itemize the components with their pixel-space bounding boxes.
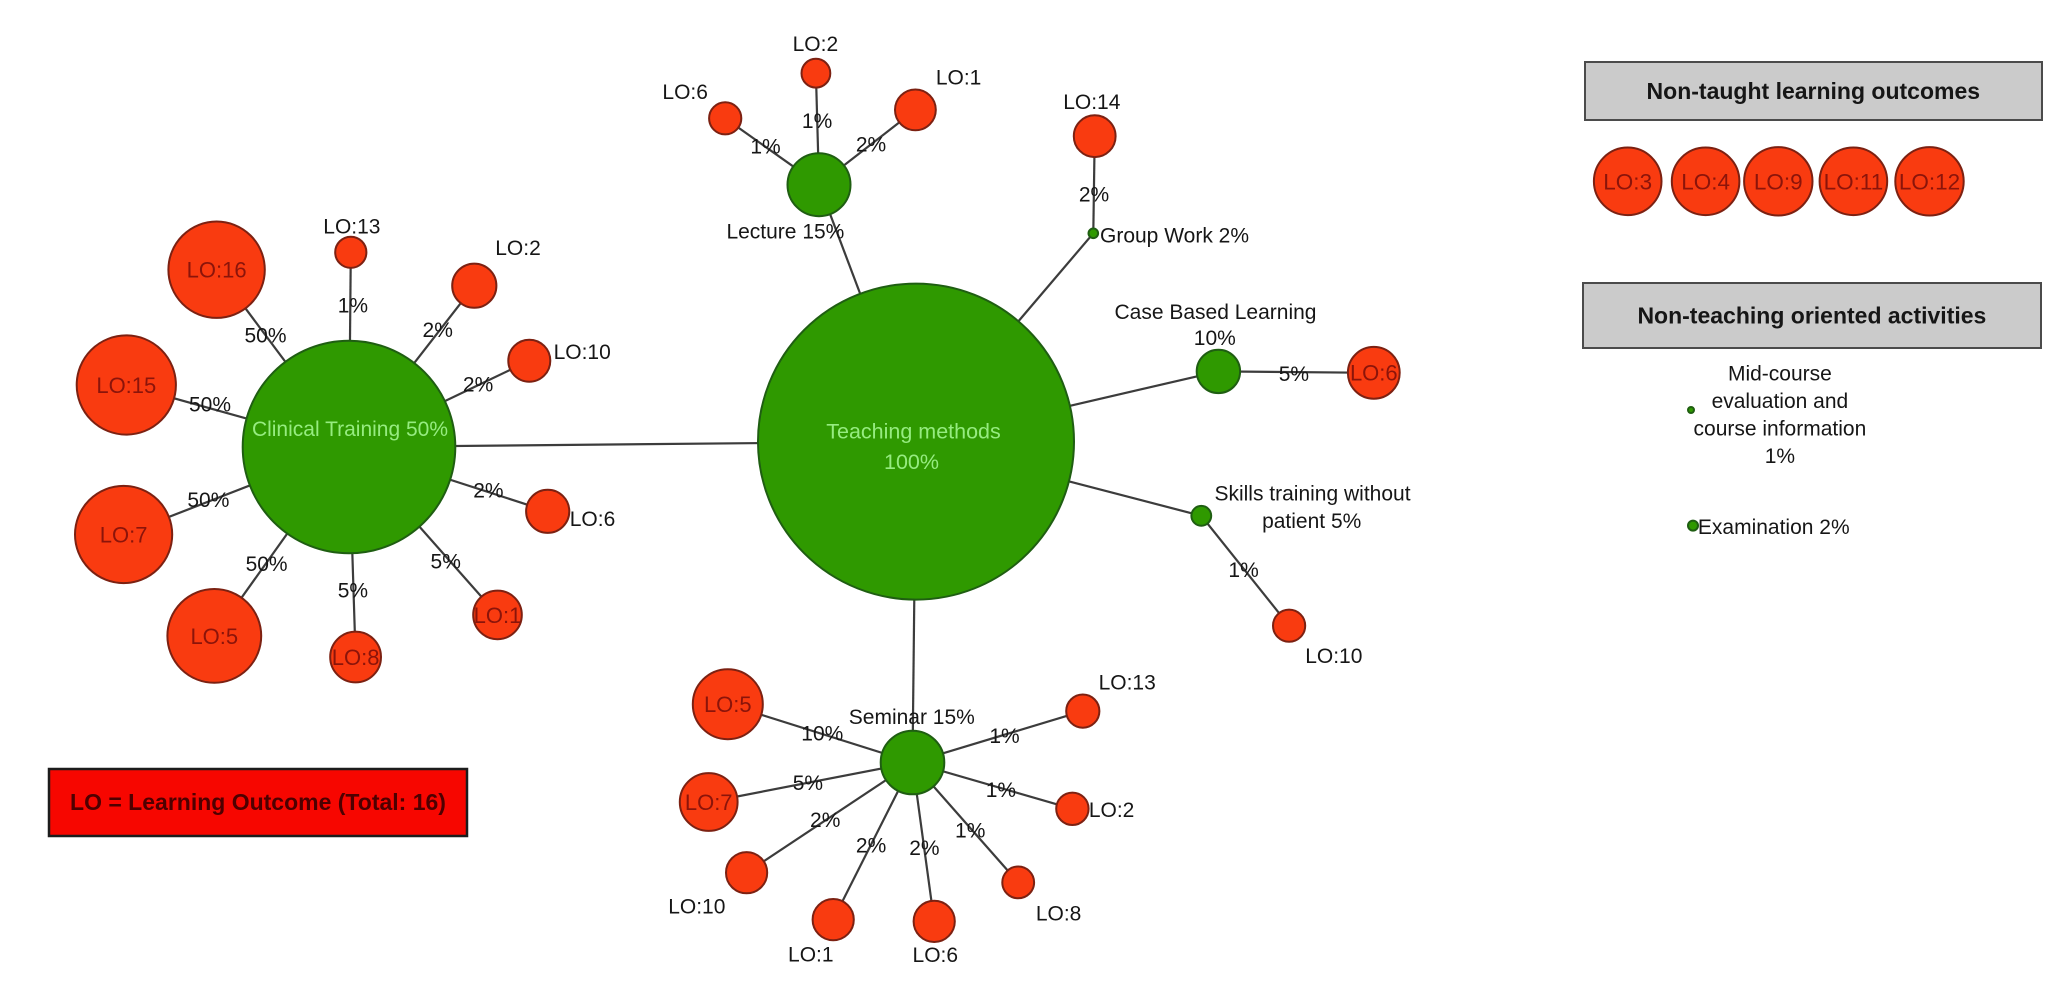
svg-text:5%: 5% <box>793 772 823 795</box>
svg-text:2%: 2% <box>423 319 453 342</box>
svg-text:50%: 50% <box>244 324 286 347</box>
svg-text:LO:2: LO:2 <box>495 237 541 260</box>
svg-text:LO:4: LO:4 <box>1681 169 1730 194</box>
svg-text:Lecture 15%: Lecture 15% <box>726 221 844 244</box>
svg-text:Group Work 2%: Group Work 2% <box>1100 225 1249 248</box>
svg-text:Skills training without: Skills training without <box>1214 483 1410 506</box>
svg-text:LO:12: LO:12 <box>1899 169 1960 194</box>
svg-text:Case Based Learning: Case Based Learning <box>1115 301 1317 324</box>
svg-text:10%: 10% <box>801 723 843 746</box>
svg-text:LO:1: LO:1 <box>474 603 522 628</box>
svg-text:LO:9: LO:9 <box>1754 169 1803 194</box>
svg-text:1%: 1% <box>750 135 780 158</box>
svg-text:50%: 50% <box>246 553 288 576</box>
svg-text:LO:2: LO:2 <box>793 33 839 56</box>
svg-text:1%: 1% <box>338 295 368 318</box>
svg-text:LO:7: LO:7 <box>100 522 148 547</box>
svg-text:10%: 10% <box>1194 327 1236 350</box>
svg-text:1%: 1% <box>986 779 1016 802</box>
svg-text:LO:3: LO:3 <box>1603 169 1652 194</box>
svg-text:2%: 2% <box>856 834 886 857</box>
svg-text:LO:6: LO:6 <box>570 508 616 531</box>
svg-text:LO:10: LO:10 <box>1305 645 1362 668</box>
svg-text:Clinical Training 50%: Clinical Training 50% <box>252 418 448 441</box>
svg-text:LO:7: LO:7 <box>685 790 733 815</box>
svg-text:2%: 2% <box>463 374 493 397</box>
svg-text:2%: 2% <box>856 134 886 157</box>
svg-text:Non-teaching oriented activiti: Non-teaching oriented activities <box>1637 303 1986 329</box>
svg-text:5%: 5% <box>431 550 461 573</box>
svg-text:LO = Learning Outcome (Total:: LO = Learning Outcome (Total: 16) <box>70 789 446 815</box>
svg-text:Seminar 15%: Seminar 15% <box>849 706 975 729</box>
svg-text:LO:11: LO:11 <box>1824 169 1884 194</box>
svg-text:1%: 1% <box>955 820 985 843</box>
svg-text:LO:6: LO:6 <box>1350 361 1398 386</box>
svg-text:LO:14: LO:14 <box>1063 91 1121 114</box>
svg-text:1%: 1% <box>1765 445 1795 468</box>
svg-text:LO:15: LO:15 <box>96 373 156 398</box>
svg-text:LO:2: LO:2 <box>1089 799 1135 822</box>
svg-text:2%: 2% <box>909 837 939 860</box>
svg-text:2%: 2% <box>473 480 503 503</box>
svg-text:50%: 50% <box>187 489 229 512</box>
svg-text:Teaching methods: Teaching methods <box>826 420 1001 444</box>
svg-text:2%: 2% <box>810 809 840 832</box>
svg-text:5%: 5% <box>1279 363 1309 386</box>
svg-text:LO:1: LO:1 <box>788 943 834 966</box>
svg-text:50%: 50% <box>189 394 231 417</box>
svg-text:LO:5: LO:5 <box>190 624 238 649</box>
svg-text:100%: 100% <box>884 450 939 474</box>
svg-text:LO:8: LO:8 <box>1036 903 1082 926</box>
svg-text:Non-taught learning outcomes: Non-taught learning outcomes <box>1647 78 1981 104</box>
svg-text:LO:13: LO:13 <box>323 215 380 238</box>
svg-text:LO:6: LO:6 <box>913 944 959 967</box>
svg-text:5%: 5% <box>338 580 368 603</box>
svg-text:1%: 1% <box>989 725 1019 748</box>
svg-text:course information: course information <box>1694 417 1867 440</box>
svg-text:LO:13: LO:13 <box>1099 672 1156 695</box>
svg-text:patient 5%: patient 5% <box>1262 510 1361 533</box>
svg-text:LO:5: LO:5 <box>704 692 752 717</box>
svg-text:LO:10: LO:10 <box>554 341 611 364</box>
svg-text:LO:6: LO:6 <box>662 81 708 104</box>
svg-text:evaluation and: evaluation and <box>1712 390 1849 413</box>
svg-text:LO:8: LO:8 <box>332 645 380 670</box>
svg-text:Examination 2%: Examination 2% <box>1698 516 1850 539</box>
svg-text:LO:1: LO:1 <box>936 66 982 89</box>
svg-text:Mid-course: Mid-course <box>1728 362 1832 385</box>
svg-text:1%: 1% <box>1228 559 1258 582</box>
svg-text:LO:10: LO:10 <box>668 895 725 918</box>
svg-text:1%: 1% <box>802 110 832 133</box>
svg-text:2%: 2% <box>1079 183 1109 206</box>
svg-text:LO:16: LO:16 <box>187 258 247 283</box>
